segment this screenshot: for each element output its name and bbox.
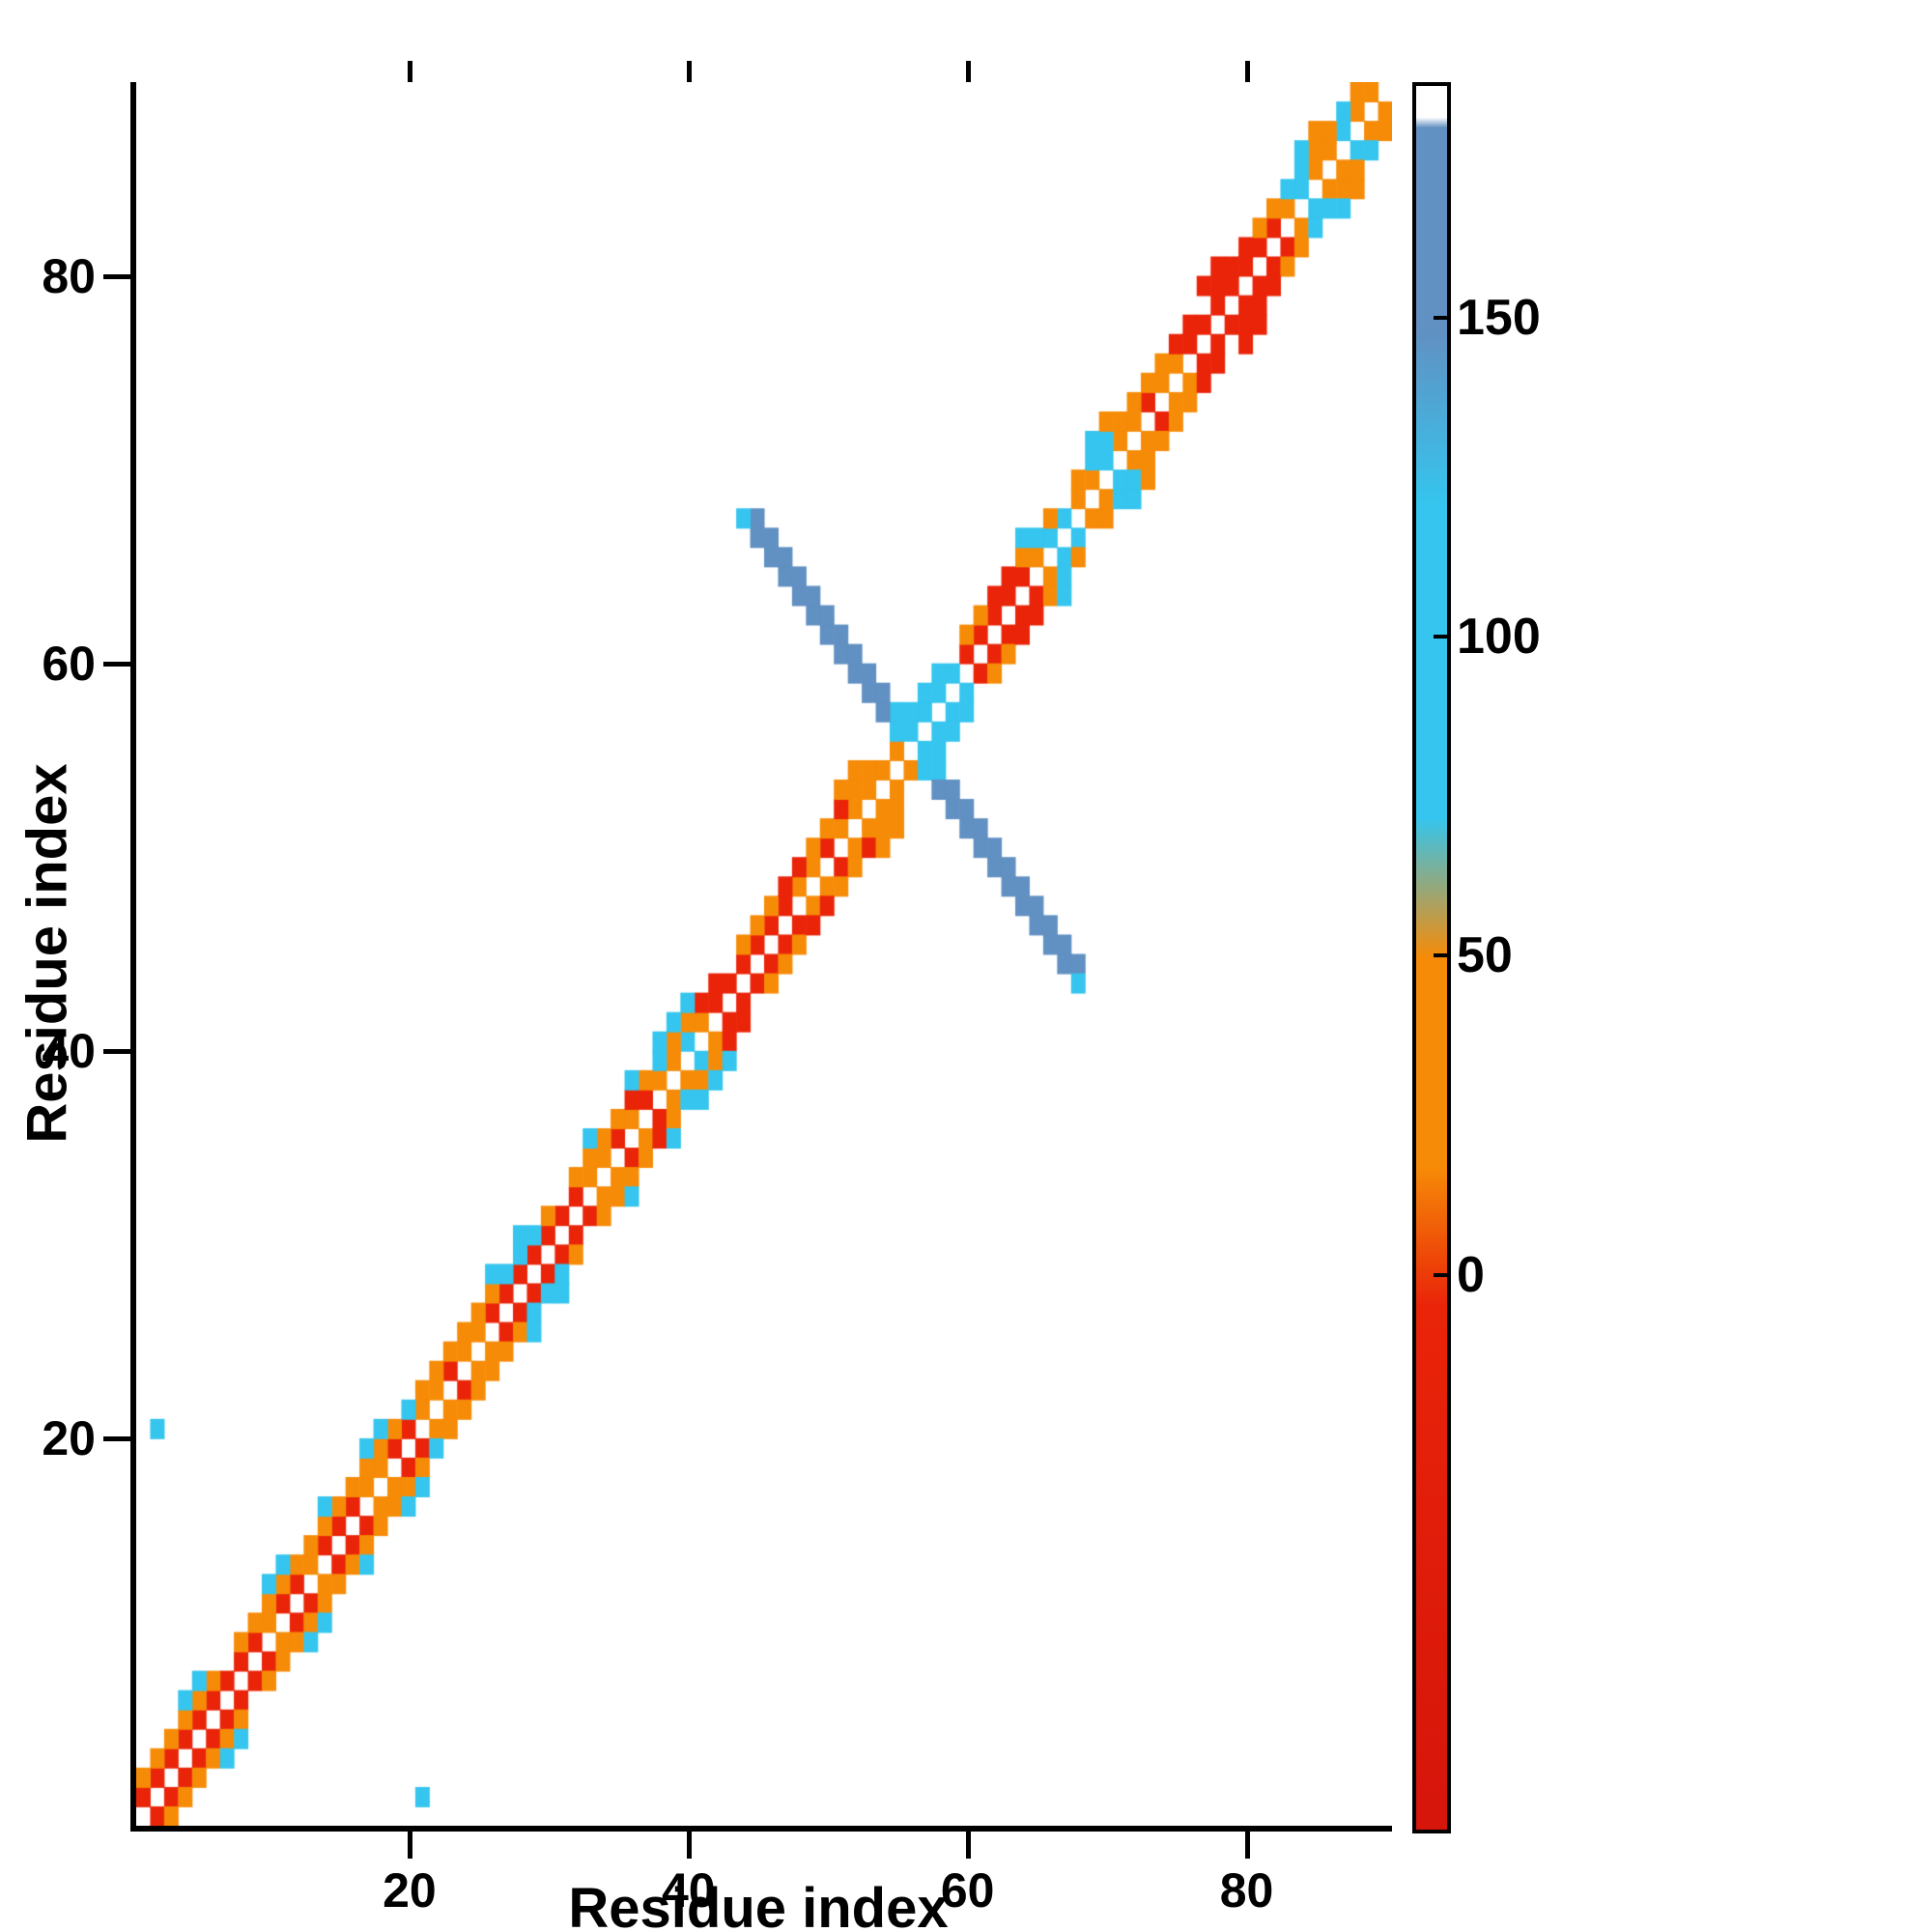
colorbar-tick-label: 100 xyxy=(1457,608,1541,665)
y-axis-tick xyxy=(103,1435,130,1441)
x-axis-tick xyxy=(407,1832,412,1859)
colorbar-tick xyxy=(1434,953,1447,958)
y-axis-tick xyxy=(103,273,130,279)
colorbar xyxy=(1412,82,1451,1833)
colorbar-tick xyxy=(1434,634,1447,639)
x-axis-tick-label: 60 xyxy=(940,1863,995,1918)
x-axis-tick-top xyxy=(686,61,692,82)
heatmap-canvas xyxy=(136,82,1392,1826)
x-axis-tick xyxy=(1244,1832,1250,1859)
x-axis-tick-label: 40 xyxy=(661,1863,716,1918)
y-axis-tick-label: 40 xyxy=(42,1023,96,1078)
y-axis-title: Residue index xyxy=(15,763,79,1144)
colorbar-tick-label: 0 xyxy=(1457,1246,1485,1303)
x-axis-tick-label: 80 xyxy=(1219,1863,1274,1918)
colorbar-tick xyxy=(1434,1272,1447,1277)
x-axis-tick-top xyxy=(1244,61,1250,82)
x-axis-title: Residue index xyxy=(568,1877,949,1932)
x-axis-tick-top xyxy=(965,61,971,82)
colorbar-tick xyxy=(1434,315,1447,320)
y-axis-tick xyxy=(103,1048,130,1054)
y-axis-tick-label: 20 xyxy=(42,1410,96,1465)
y-axis-tick-label: 60 xyxy=(42,636,96,691)
colorbar-tick-label: 150 xyxy=(1457,289,1541,346)
x-axis-tick xyxy=(686,1832,692,1859)
colorbar-tick-label: 50 xyxy=(1457,927,1513,984)
x-axis-tick-label: 20 xyxy=(383,1863,437,1918)
y-axis-tick-label: 80 xyxy=(42,248,96,303)
x-axis-tick-top xyxy=(407,61,412,82)
plot-area xyxy=(130,82,1392,1832)
x-axis-tick xyxy=(965,1832,971,1859)
y-axis-tick xyxy=(103,661,130,667)
